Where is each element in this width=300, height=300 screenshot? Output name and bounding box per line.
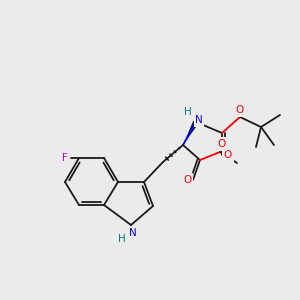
Text: H: H	[184, 107, 192, 117]
Text: F: F	[62, 153, 68, 163]
Polygon shape	[183, 121, 199, 145]
Text: O: O	[217, 139, 225, 149]
Text: O: O	[183, 175, 191, 185]
Text: H: H	[118, 234, 126, 244]
Text: O: O	[236, 105, 244, 115]
Text: N: N	[195, 115, 203, 125]
Text: O: O	[224, 150, 232, 160]
Text: N: N	[129, 228, 137, 238]
